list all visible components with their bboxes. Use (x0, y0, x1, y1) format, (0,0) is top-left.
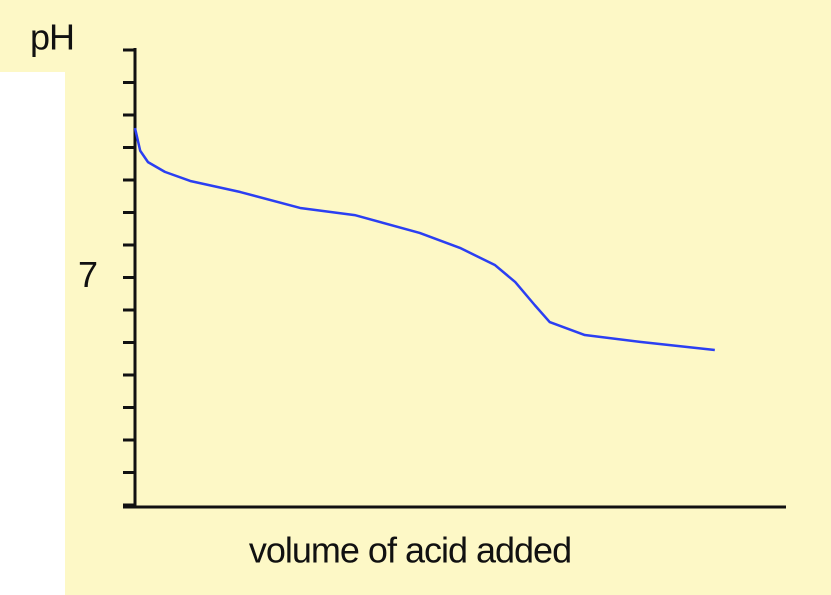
x-axis-label: volume of acid added (249, 530, 571, 571)
y-tick-label: 7 (78, 254, 97, 295)
data-line (133, 127, 715, 352)
plot-background (65, 0, 831, 595)
label-background (0, 0, 105, 72)
y-axis-label: pH (30, 17, 74, 58)
